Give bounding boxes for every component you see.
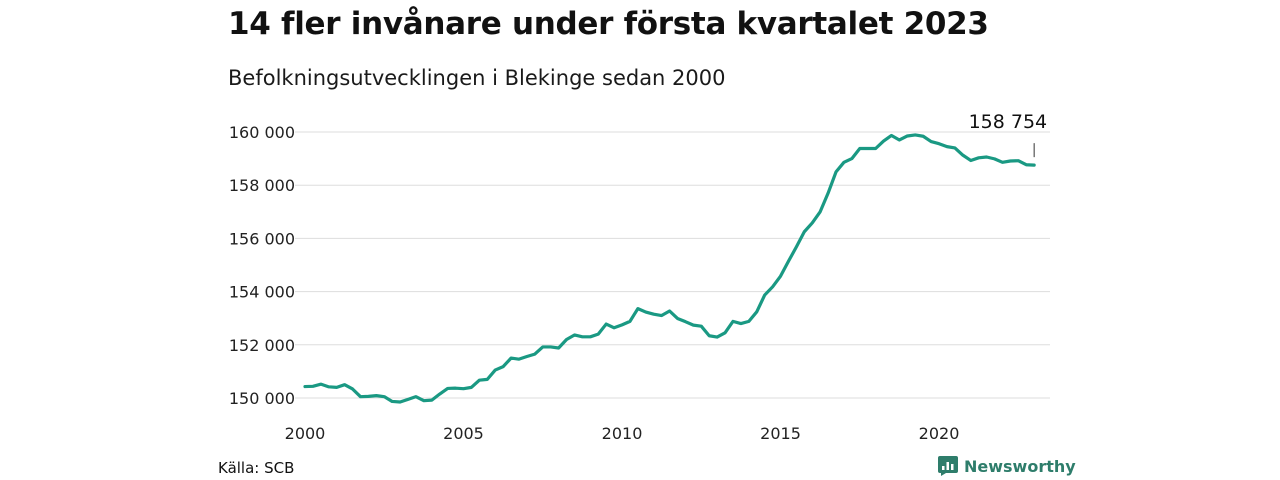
annotation-label: 158 754 bbox=[969, 111, 1048, 133]
y-tick-label: 158 000 bbox=[229, 176, 295, 195]
y-tick-label: 150 000 bbox=[229, 389, 295, 408]
y-tick-label: 152 000 bbox=[229, 336, 295, 355]
x-tick-label: 2000 bbox=[285, 424, 326, 443]
chart-subtitle: Befolkningsutvecklingen i Blekinge sedan… bbox=[228, 66, 726, 90]
x-tick-label: 2015 bbox=[760, 424, 801, 443]
y-tick-label: 156 000 bbox=[229, 229, 295, 248]
x-tick-label: 2005 bbox=[443, 424, 484, 443]
x-tick-label: 2020 bbox=[919, 424, 960, 443]
x-tick-label: 2010 bbox=[602, 424, 643, 443]
x-axis-ticks: 2000 2005 2010 2015 2020 bbox=[285, 424, 960, 443]
y-tick-label: 160 000 bbox=[229, 123, 295, 142]
grid-lines bbox=[295, 131, 1050, 399]
newsworthy-logo-icon bbox=[938, 456, 958, 476]
brand-name: Newsworthy bbox=[964, 456, 1076, 476]
brand-logo[interactable]: Newsworthy bbox=[938, 456, 1076, 476]
y-axis-ticks: 150 000 152 000 154 000 156 000 158 000 160 0… bbox=[229, 123, 295, 408]
chart-title: 14 fler invånare under första kvartalet … bbox=[228, 6, 989, 42]
source-label: Källa: SCB bbox=[218, 459, 295, 477]
y-tick-label: 154 000 bbox=[229, 283, 295, 302]
series-line-population bbox=[303, 133, 1036, 404]
